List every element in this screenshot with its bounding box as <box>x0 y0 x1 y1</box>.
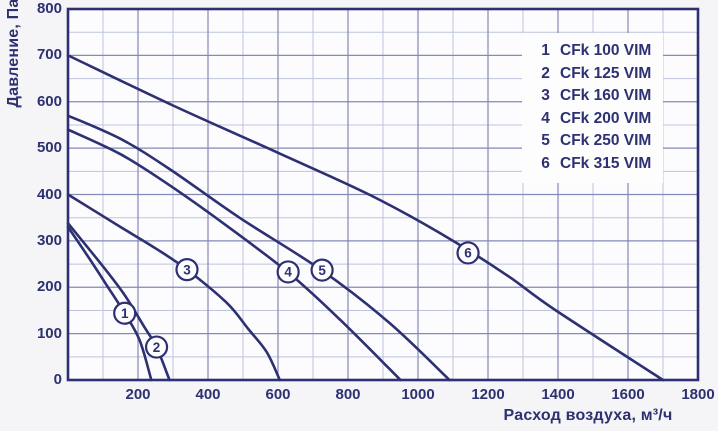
curve-marker-number-5: 5 <box>318 263 326 278</box>
legend-item-number: 5 <box>541 132 550 150</box>
legend-item-3: 3 CFk 160 VIM <box>537 85 663 108</box>
legend-item-1: 1 CFk 100 VIM <box>537 40 663 63</box>
legend-item-number: 6 <box>541 154 550 172</box>
legend-item-number: 3 <box>541 87 550 105</box>
x-tick-label-1600: 1600 <box>611 386 645 403</box>
legend: 1 CFk 100 VIM 2 CFk 125 VIM 3 CFk 160 VIM 4 CFk… <box>522 33 663 183</box>
legend-item-label: CFk 250 VIM <box>560 132 652 150</box>
curve-marker-number-2: 2 <box>153 340 161 355</box>
curve-marker-circle-1 <box>113 301 137 325</box>
legend-item-number: 2 <box>541 64 550 82</box>
legend-item-label: CFk 160 VIM <box>560 87 652 105</box>
curve-6 <box>66 54 665 382</box>
curve-marker-circle-2 <box>144 335 169 359</box>
legend-item-label: CFk 315 VIM <box>560 154 652 172</box>
curve-marker-number-3: 3 <box>183 262 191 277</box>
y-tick-label-300: 300 <box>36 231 62 249</box>
curve-marker-number-6: 6 <box>464 246 472 261</box>
x-axis-title: Расход воздуха, м³/ч <box>503 407 673 424</box>
x-tick-label-1000: 1000 <box>401 386 435 403</box>
legend-item-number: 1 <box>541 42 550 59</box>
legend-item-4: 4 CFk 200 VIM <box>537 108 663 131</box>
x-tick-label-800: 800 <box>335 386 361 403</box>
x-tick-label-600: 600 <box>265 386 291 403</box>
legend-item-label: CFk 125 VIM <box>560 64 652 82</box>
curve-3 <box>66 193 282 382</box>
y-tick-label-0: 0 <box>53 371 62 388</box>
curve-marker-circle-4 <box>276 260 300 284</box>
curve-1 <box>66 225 153 382</box>
x-tick-label-1800: 1800 <box>681 386 715 403</box>
x-tick-label-1400: 1400 <box>541 386 575 403</box>
curve-4 <box>66 128 402 382</box>
curve-marker-circle-6 <box>456 241 480 265</box>
x-tick-label-400: 400 <box>195 386 221 403</box>
y-tick-label-800: 800 <box>36 0 62 17</box>
curve-5 <box>66 114 451 382</box>
legend-item-6: 6 CFk 315 VIM <box>537 153 663 176</box>
x-tick-label-200: 200 <box>125 386 151 403</box>
legend-item-number: 4 <box>541 109 550 127</box>
y-tick-label-200: 200 <box>36 278 62 296</box>
y-tick-label-500: 500 <box>36 139 62 157</box>
curve-marker-number-4: 4 <box>284 265 292 280</box>
legend-item-label: CFk 200 VIM <box>560 109 652 127</box>
y-tick-label-400: 400 <box>36 185 62 203</box>
legend-item-label: CFk 100 VIM <box>560 42 652 59</box>
legend-item-2: 2 CFk 125 VIM <box>537 63 663 86</box>
y-tick-label-600: 600 <box>36 92 62 110</box>
x-tick-label-1200: 1200 <box>471 386 505 403</box>
y-tick-label-700: 700 <box>36 46 62 64</box>
curve-marker-circle-3 <box>175 258 199 282</box>
curve-marker-number-1: 1 <box>121 306 129 321</box>
legend-item-5: 5 CFk 250 VIM <box>537 130 663 153</box>
curve-marker-circle-5 <box>310 258 334 282</box>
y-tick-label-100: 100 <box>36 324 62 342</box>
